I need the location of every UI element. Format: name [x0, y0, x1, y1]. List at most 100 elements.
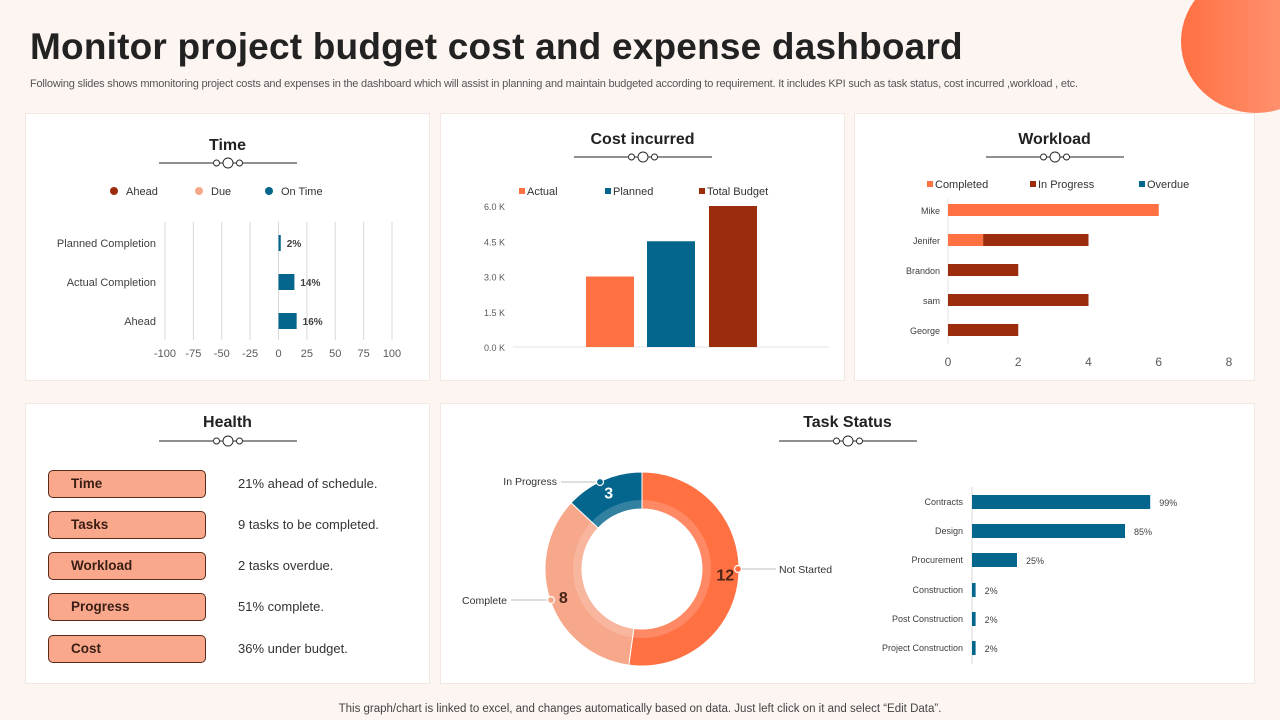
workload-card-title: Workload	[1018, 131, 1091, 148]
health-row-cost: Cost 36% under budget.	[48, 635, 428, 665]
category-label: Ahead	[124, 316, 156, 328]
callout-dot	[733, 564, 743, 574]
task-bar	[972, 495, 1151, 509]
donut-value-label: 12	[716, 568, 734, 585]
health-workload-text: 2 tasks overdue.	[238, 558, 334, 573]
health-row-progress: Progress 51% complete.	[48, 593, 428, 623]
legend-marker-due	[195, 187, 203, 195]
task-bar-chart[interactable]: Contracts 99% Design 85% Procurement 25% Const…	[861, 404, 1256, 685]
data-label: 14%	[300, 278, 320, 289]
time-chart[interactable]: Ahead Due On Time -100 -75 -50 -25 0 25 50 75 100 Pl…	[26, 114, 431, 382]
time-divider	[26, 157, 429, 169]
health-cost-button[interactable]: Cost	[48, 635, 206, 663]
task-bar	[972, 583, 976, 597]
data-label: 16%	[303, 317, 323, 328]
workload-divider	[855, 151, 1254, 163]
title-divider-icon	[778, 435, 917, 447]
legend-marker-in-progress	[1030, 181, 1036, 187]
workload-chart[interactable]: Completed In Progress Overdue Mike Jenifer Br…	[855, 114, 1256, 382]
callout-label: Not Started	[779, 564, 832, 576]
health-row-time: Time 21% ahead of schedule.	[48, 470, 428, 500]
data-label: 2%	[287, 239, 302, 250]
cost-bar-total-budget	[709, 206, 757, 347]
legend-marker-total-budget	[699, 188, 705, 194]
workload-card: Workload Completed In Progress Overdue Mike…	[854, 113, 1255, 381]
health-row-workload: Workload 2 tasks overdue.	[48, 552, 428, 582]
title-divider-icon	[158, 157, 297, 169]
page-title: Monitor project budget cost and expense …	[30, 26, 963, 67]
donut-value-label: 8	[559, 590, 568, 607]
x-tick-label: 6	[1155, 355, 1162, 369]
time-card-title: Time	[208, 137, 247, 154]
legend-marker-planned	[605, 188, 611, 194]
donut-slice-rim	[573, 521, 634, 638]
legend-label: Ahead	[126, 186, 158, 198]
cost-bar-actual	[586, 276, 634, 347]
task-bar	[972, 524, 1125, 538]
time-bar	[278, 274, 295, 290]
health-card-title: Health	[203, 414, 252, 431]
decorative-circle	[1181, 0, 1280, 113]
legend-label: Actual	[527, 186, 558, 198]
workload-bar-segment	[983, 234, 1089, 246]
x-tick-label: 100	[383, 348, 401, 360]
health-workload-button[interactable]: Workload	[48, 552, 206, 580]
category-label: Brandon	[906, 266, 940, 276]
health-progress-button[interactable]: Progress	[48, 593, 206, 621]
category-label: Procurement	[911, 555, 963, 565]
task-status-divider	[441, 435, 1254, 447]
donut-slice-in-progress	[570, 471, 643, 529]
x-tick-label: 75	[358, 348, 370, 360]
workload-bar-segment	[948, 324, 1019, 336]
x-tick-label: 8	[1226, 355, 1233, 369]
category-label: Planned Completion	[57, 238, 156, 250]
callout-label: Complete	[462, 595, 507, 607]
health-card: Health Time 21% ahead of schedule. Tasks…	[25, 403, 430, 684]
cost-card: Cost incurred Actual Planned Total Budget 0…	[440, 113, 845, 381]
legend-marker-overdue	[1139, 181, 1145, 187]
category-label: Construction	[912, 585, 963, 595]
legend-label: Overdue	[1147, 179, 1189, 191]
y-tick-label: 1.5 K	[484, 308, 505, 318]
health-cost-text: 36% under budget.	[238, 641, 348, 656]
workload-bar-segment	[948, 234, 984, 246]
cost-bar-planned	[647, 241, 695, 347]
category-label: Mike	[921, 206, 940, 216]
category-label: Actual Completion	[67, 277, 156, 289]
x-tick-label: -25	[242, 348, 258, 360]
donut-slice-not-started	[628, 471, 740, 667]
cost-divider	[441, 151, 844, 163]
legend-label: Planned	[613, 186, 653, 198]
data-label: 2%	[985, 615, 998, 625]
y-tick-label: 6.0 K	[484, 202, 505, 212]
health-time-text: 21% ahead of schedule.	[238, 476, 378, 491]
legend-label: Completed	[935, 179, 988, 191]
cost-chart[interactable]: Actual Planned Total Budget 0.0 K 1.5 K 3.0 K…	[441, 114, 846, 382]
category-label: Contracts	[924, 497, 963, 507]
workload-bar-segment	[948, 264, 1019, 276]
workload-bar-segment	[948, 204, 1159, 216]
task-bar	[972, 612, 976, 626]
task-donut-chart[interactable]: 12 8 3 Not Started Complete In Progress	[441, 404, 861, 685]
category-label: Design	[935, 526, 963, 536]
category-label: sam	[923, 296, 940, 306]
x-tick-label: -75	[185, 348, 201, 360]
donut-value-label: 3	[604, 485, 613, 502]
page-subtitle: Following slides shows mmonitoring proje…	[30, 78, 1078, 90]
category-label: George	[910, 326, 940, 336]
health-time-button[interactable]: Time	[48, 470, 206, 498]
legend-marker-completed	[927, 181, 933, 187]
category-label: Jenifer	[913, 236, 940, 246]
x-tick-label: 0	[275, 348, 281, 360]
title-divider-icon	[573, 151, 712, 163]
category-label: Post Construction	[892, 614, 963, 624]
legend-label: On Time	[281, 186, 323, 198]
legend-label: In Progress	[1038, 179, 1095, 191]
task-bar	[972, 553, 1017, 567]
health-tasks-button[interactable]: Tasks	[48, 511, 206, 539]
task-status-card: Task Status 12 8 3 Not Started Complete In Pr…	[440, 403, 1255, 684]
category-label: Project Construction	[882, 643, 963, 653]
cost-card-title: Cost incurred	[590, 131, 695, 148]
donut-slice-rim	[591, 500, 642, 529]
health-row-tasks: Tasks 9 tasks to be completed.	[48, 511, 428, 541]
